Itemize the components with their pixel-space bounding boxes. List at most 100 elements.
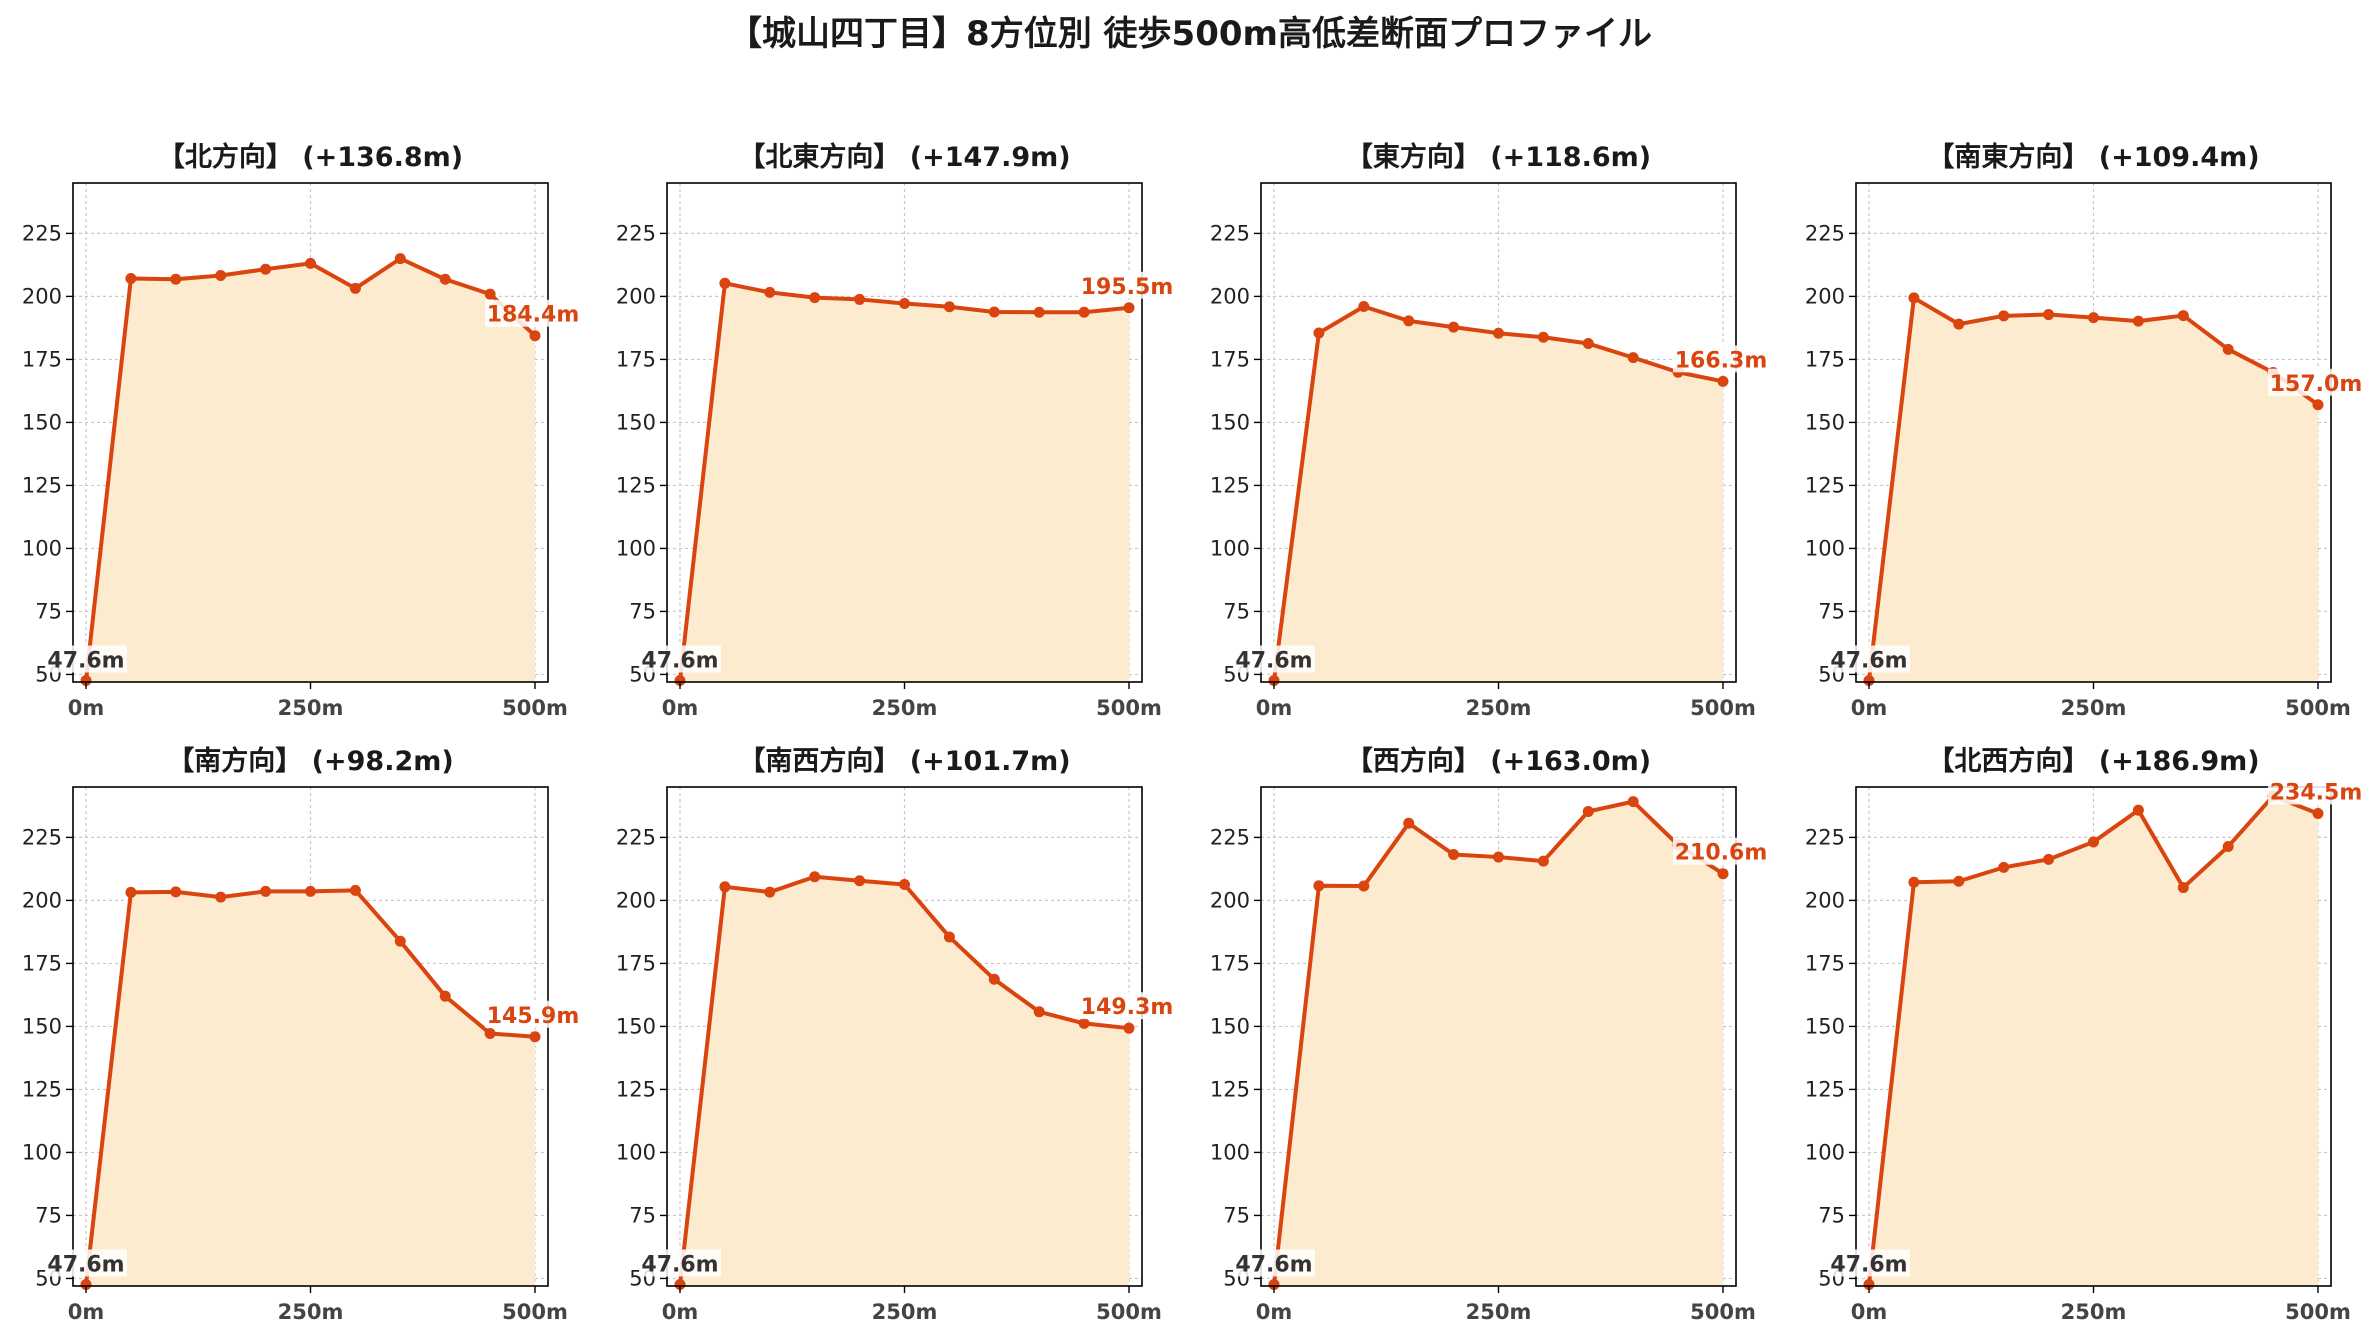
data-point [2222,840,2234,852]
x-tick-label: 0m [1256,1300,1293,1324]
data-point [1313,327,1325,339]
y-tick-label: 125 [1805,1077,1845,1101]
y-tick-label: 175 [616,951,656,975]
data-point [529,1031,541,1043]
start-label-box [639,1249,721,1277]
data-point [2132,315,2144,327]
data-point [2222,343,2234,355]
data-point [260,885,272,897]
start-label-box [639,645,721,673]
y-tick-label: 150 [22,410,62,434]
y-tick-label: 75 [1818,599,1845,623]
x-tick-label: 250m [1466,696,1532,720]
start-label: 47.6m [47,648,124,673]
end-label: 157.0m [2270,372,2363,397]
data-point [215,891,227,903]
y-tick-label: 225 [1210,825,1250,849]
end-label: 210.6m [1675,841,1768,866]
data-point [764,886,776,898]
data-point [2132,804,2144,816]
y-tick-label: 100 [22,1140,62,1164]
data-point [260,263,272,275]
y-tick-label: 100 [1210,536,1250,560]
data-point [1033,1006,1045,1018]
y-tick-label: 175 [1805,347,1845,371]
start-label: 47.6m [641,648,718,673]
end-label: 184.4m [487,303,580,328]
data-point [1403,315,1415,327]
end-label-box [1673,345,1773,373]
area-fill [1869,796,2318,1286]
data-point [1313,880,1325,892]
y-tick-label: 75 [1818,1203,1845,1227]
end-label: 166.3m [1675,348,1768,373]
panel-title: 【北方向】 (+136.8m) [158,141,463,173]
x-tick-label: 500m [1690,1300,1756,1324]
y-tick-label: 200 [22,888,62,912]
start-label-box [1828,1249,1910,1277]
area-fill [1274,801,1723,1286]
data-point [2177,882,2189,894]
data-point [2043,853,2055,865]
y-tick-label: 100 [1210,1140,1250,1164]
x-tick-label: 0m [662,696,699,720]
y-tick-label: 75 [629,599,656,623]
panel-title: 【西方向】 (+163.0m) [1346,745,1651,777]
y-tick-label: 75 [629,1203,656,1227]
y-tick-label: 125 [22,473,62,497]
y-tick-label: 125 [616,473,656,497]
panel-3: 【南東方向】 (+109.4m)50751001251501752002250m… [1805,141,2368,720]
x-tick-label: 500m [1096,696,1162,720]
data-point [349,282,361,294]
x-tick-label: 250m [872,696,938,720]
data-point [1448,849,1460,861]
y-tick-label: 75 [35,599,62,623]
data-point [349,884,361,896]
data-point [674,1278,686,1290]
data-point [719,881,731,893]
data-point [719,277,731,289]
end-label-box [1673,837,1773,865]
panel-title: 【南方向】 (+98.2m) [167,745,453,777]
panel-7: 【北西方向】 (+186.9m)50751001251501752002250m… [1805,745,2368,1324]
data-point [1123,1022,1135,1034]
y-tick-label: 175 [22,347,62,371]
y-tick-label: 75 [1223,599,1250,623]
data-point [1268,1278,1280,1290]
data-point [439,273,451,285]
start-label: 47.6m [641,1252,718,1277]
y-tick-label: 125 [616,1077,656,1101]
data-point [484,1027,496,1039]
data-point [764,286,776,298]
area-fill [86,258,535,682]
start-label-box [45,645,127,673]
y-tick-label: 100 [616,536,656,560]
y-tick-label: 150 [1210,410,1250,434]
y-tick-label: 225 [616,825,656,849]
data-point [1863,1278,1875,1290]
x-tick-label: 0m [1851,696,1888,720]
y-tick-label: 225 [22,221,62,245]
y-tick-label: 150 [616,410,656,434]
x-tick-label: 0m [68,696,105,720]
y-tick-label: 200 [616,284,656,308]
y-tick-label: 225 [1805,825,1845,849]
x-tick-label: 0m [1851,1300,1888,1324]
data-point [943,931,955,943]
end-label: 145.9m [487,1004,580,1029]
y-tick-label: 200 [1805,888,1845,912]
y-tick-label: 125 [1210,1077,1250,1101]
y-tick-label: 75 [1223,1203,1250,1227]
data-point [484,288,496,300]
data-point [1268,674,1280,686]
data-point [439,990,451,1002]
data-point [988,306,1000,318]
data-point [1582,805,1594,817]
data-point [1403,817,1415,829]
data-point [1123,302,1135,314]
x-tick-label: 500m [1096,1300,1162,1324]
data-point [899,297,910,309]
data-point [170,273,182,285]
start-label: 47.6m [47,1252,124,1277]
